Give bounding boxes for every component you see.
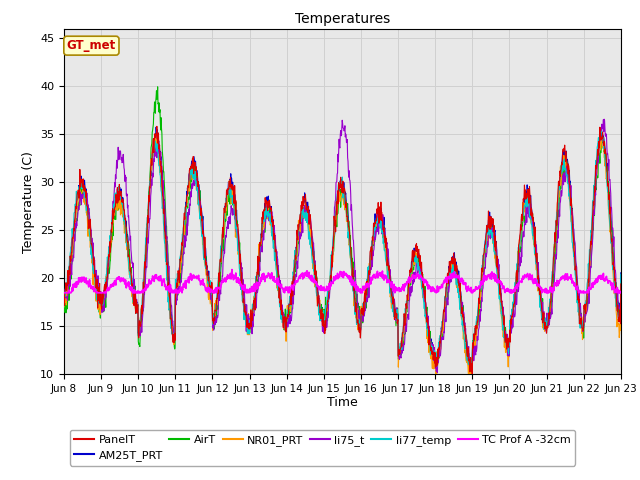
PanelT — [429, 357, 437, 362]
AM25T_PRT — [246, 317, 254, 323]
Legend: PanelT, AM25T_PRT, AirT, NR01_PRT, li75_t, li77_temp, TC Prof A -32cm: PanelT, AM25T_PRT, AirT, NR01_PRT, li75_… — [70, 430, 575, 466]
AM25T_PRT — [429, 349, 437, 355]
AirT — [502, 333, 510, 339]
NR01_PRT — [171, 334, 179, 339]
NR01_PRT — [502, 347, 510, 353]
TC Prof A -32cm — [429, 287, 437, 292]
TC Prof A -32cm — [502, 288, 509, 293]
li75_t — [433, 370, 441, 376]
NR01_PRT — [184, 184, 192, 190]
li77_temp — [170, 334, 178, 340]
PanelT — [246, 319, 254, 324]
AirT — [246, 314, 254, 320]
AirT — [433, 365, 440, 371]
Line: TC Prof A -32cm: TC Prof A -32cm — [64, 270, 621, 293]
TC Prof A -32cm — [551, 280, 559, 286]
TC Prof A -32cm — [617, 289, 625, 295]
li77_temp — [551, 236, 559, 242]
Line: PanelT: PanelT — [64, 126, 621, 374]
NR01_PRT — [429, 356, 437, 361]
Line: NR01_PRT: NR01_PRT — [64, 138, 621, 374]
PanelT — [468, 372, 476, 377]
AirT — [552, 242, 559, 248]
AM25T_PRT — [617, 270, 625, 276]
li77_temp — [184, 183, 191, 189]
li75_t — [429, 345, 436, 351]
AirT — [184, 194, 192, 200]
AirT — [429, 348, 437, 353]
X-axis label: Time: Time — [327, 396, 358, 408]
Line: AirT: AirT — [64, 87, 621, 368]
TC Prof A -32cm — [60, 290, 68, 296]
PanelT — [502, 336, 510, 342]
NR01_PRT — [617, 281, 625, 287]
AirT — [154, 84, 161, 90]
li75_t — [246, 323, 254, 329]
AirT — [171, 346, 179, 352]
TC Prof A -32cm — [228, 267, 236, 273]
li75_t — [170, 332, 178, 338]
AirT — [617, 280, 625, 286]
AM25T_PRT — [171, 332, 179, 338]
li75_t — [60, 291, 68, 297]
li77_temp — [468, 368, 476, 374]
NR01_PRT — [60, 304, 68, 310]
PanelT — [60, 293, 68, 299]
PanelT — [184, 183, 192, 189]
Y-axis label: Temperature (C): Temperature (C) — [22, 151, 35, 252]
PanelT — [552, 239, 559, 244]
li77_temp — [429, 349, 436, 355]
AM25T_PRT — [60, 303, 68, 309]
AM25T_PRT — [184, 186, 192, 192]
Line: AM25T_PRT: AM25T_PRT — [64, 127, 621, 368]
NR01_PRT — [432, 372, 440, 377]
Line: li75_t: li75_t — [64, 119, 621, 373]
NR01_PRT — [552, 237, 559, 242]
li77_temp — [596, 125, 604, 131]
Text: GT_met: GT_met — [67, 39, 116, 52]
NR01_PRT — [246, 323, 254, 329]
li75_t — [617, 289, 625, 295]
AM25T_PRT — [467, 365, 474, 371]
TC Prof A -32cm — [170, 287, 178, 293]
li75_t — [551, 266, 559, 272]
li77_temp — [502, 338, 509, 344]
li75_t — [600, 116, 608, 122]
TC Prof A -32cm — [246, 289, 254, 295]
Title: Temperatures: Temperatures — [295, 12, 390, 26]
li75_t — [184, 223, 191, 229]
AM25T_PRT — [502, 336, 510, 342]
AM25T_PRT — [552, 241, 559, 247]
li77_temp — [60, 290, 68, 296]
AM25T_PRT — [152, 124, 160, 130]
li75_t — [502, 334, 509, 340]
PanelT — [617, 281, 625, 287]
TC Prof A -32cm — [184, 277, 191, 283]
li77_temp — [246, 317, 254, 323]
li77_temp — [617, 272, 625, 277]
Line: li77_temp: li77_temp — [64, 128, 621, 371]
AirT — [60, 302, 68, 308]
NR01_PRT — [152, 135, 159, 141]
PanelT — [171, 330, 179, 336]
PanelT — [153, 123, 161, 129]
